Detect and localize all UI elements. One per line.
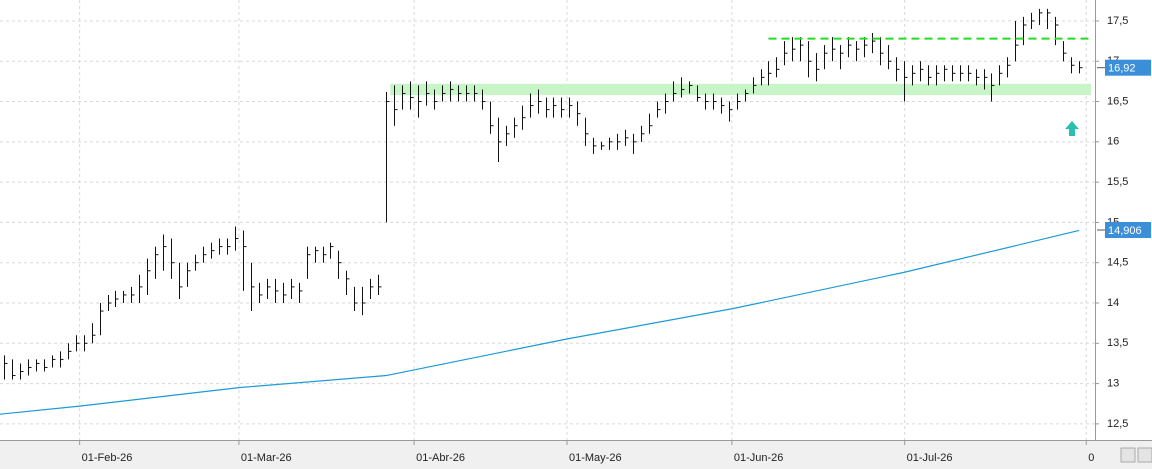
price-label: 14,906 [1108, 225, 1142, 237]
x-tick-label: 0 [1088, 452, 1094, 464]
x-tick-label: 01-Mar-26 [241, 452, 292, 464]
scroll-buttons[interactable] [1120, 447, 1152, 463]
x-tick-label: 01-May-26 [569, 452, 622, 464]
y-tick-label: 14,5 [1107, 257, 1128, 269]
x-tick-label: 01-Abr-26 [416, 452, 465, 464]
moving-average [0, 229, 1080, 415]
price-label: 16,92 [1108, 63, 1136, 75]
y-tick-label: 17,5 [1107, 15, 1128, 27]
y-tick-label: 12,5 [1107, 418, 1128, 430]
y-tick-label: 16 [1107, 136, 1119, 148]
x-tick-label: 01-Feb-26 [82, 452, 133, 464]
x-tick-label: 01-Jul-26 [907, 452, 953, 464]
y-tick-label: 13 [1107, 377, 1119, 389]
support-band [390, 83, 1092, 96]
price-label-box [1105, 59, 1151, 76]
y-tick-label: 14 [1107, 297, 1119, 309]
y-tick-label: 15,5 [1107, 176, 1128, 188]
x-axis-area [0, 441, 1152, 469]
y-tick-label: 13,5 [1107, 337, 1128, 349]
teal-arrow [1065, 121, 1079, 136]
x-tick-label: 01-Jun-26 [734, 452, 784, 464]
price-label-box [1105, 221, 1151, 238]
y-tick-label: 16,5 [1107, 95, 1128, 107]
